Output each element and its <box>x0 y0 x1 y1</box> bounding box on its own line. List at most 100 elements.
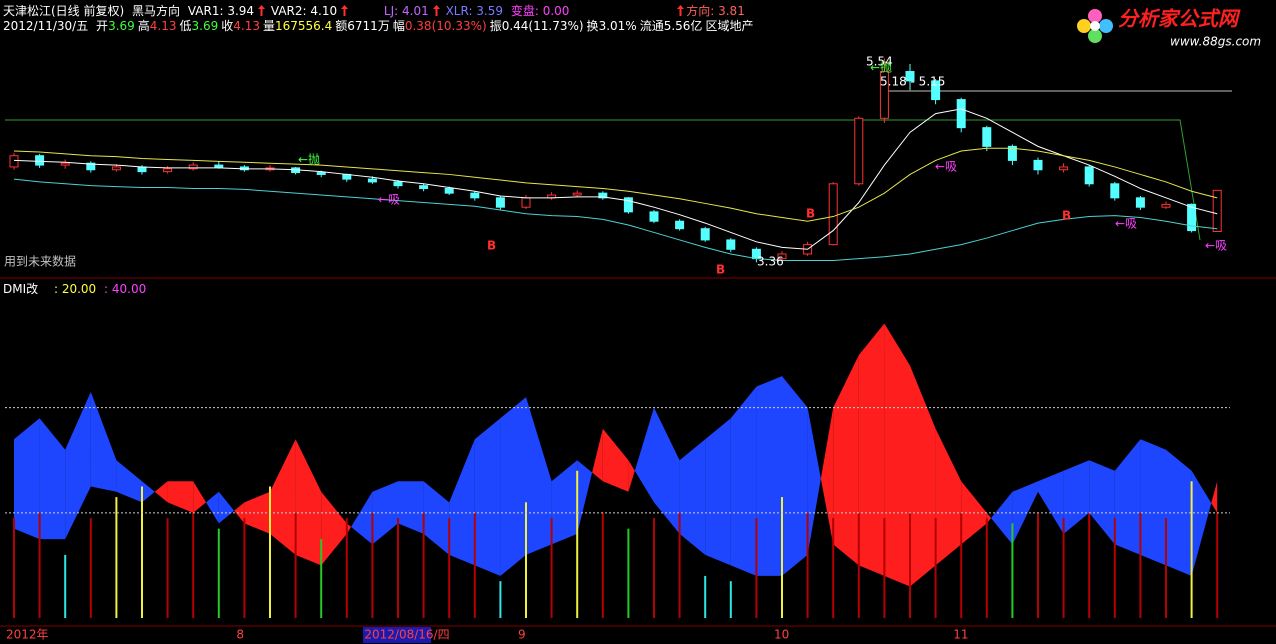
dmi-area <box>730 386 757 576</box>
quote: 额6711万 <box>335 19 390 33</box>
logo-petal <box>1077 19 1091 33</box>
sector: 区域地产 <box>705 19 754 33</box>
candle-body <box>726 239 736 250</box>
candle-body <box>879 71 889 119</box>
dmi-area <box>270 439 296 555</box>
candle-body <box>572 192 582 196</box>
candle-body <box>649 211 659 222</box>
sell-signal: ←抛 <box>870 60 892 75</box>
dmi-area <box>116 460 142 503</box>
dmi-area <box>1089 460 1115 545</box>
candle-body <box>393 181 403 187</box>
quote: 收4.13 <box>221 19 260 33</box>
quote-label: 高 <box>137 19 150 33</box>
dmi-area <box>423 481 450 555</box>
quote: 低3.69 <box>180 19 219 33</box>
note: 用到未来数据 <box>4 254 76 269</box>
stock-title: 天津松江(日线 前复权) <box>3 4 125 18</box>
arrow <box>432 5 440 16</box>
var1: VAR1: 3.94 <box>187 4 255 18</box>
dmi-area <box>935 428 962 566</box>
candle-body <box>1161 203 1171 208</box>
quote: 振0.44(11.73%) <box>490 19 584 33</box>
direction: 方向: 3.81 <box>686 4 745 18</box>
arrow <box>677 5 685 16</box>
low-label: 3.36 <box>757 255 784 269</box>
dmi-area <box>398 481 424 534</box>
absorb-signal: ←吸 <box>1205 239 1227 253</box>
quote-label: 幅 <box>392 19 405 33</box>
dmi-area <box>782 376 808 576</box>
candle-body <box>1084 166 1094 185</box>
candle-body <box>700 228 710 241</box>
candle-body <box>444 187 454 194</box>
header-line-2: 2012/11/30/五 开3.69 高4.13 低3.69 收4.13 量167556… <box>3 17 757 34</box>
dmi-area <box>833 355 859 566</box>
candle-body <box>828 183 838 246</box>
dmi-area <box>1211 481 1218 513</box>
absorb-signal: ←吸 <box>378 193 400 207</box>
y-tick-label: : 20.00 <box>53 282 97 296</box>
dmi-area <box>346 523 352 534</box>
candle-body <box>9 155 19 168</box>
candle-body <box>931 80 941 101</box>
dmi-area <box>321 491 347 566</box>
x-tick-label: 2012/08/16/四 <box>364 628 449 642</box>
quote-label: 振 <box>489 19 502 33</box>
candle-body <box>419 185 429 189</box>
quote: 高4.13 <box>138 19 177 33</box>
quote-value: 3.01% <box>598 19 637 33</box>
candle-body <box>1007 145 1017 161</box>
logo-center <box>1090 21 1100 31</box>
candle-body <box>470 192 480 199</box>
indicator-line <box>13 108 1218 250</box>
quote-label: 额 <box>335 19 348 33</box>
candle-body <box>623 197 633 213</box>
dmi-area <box>39 418 66 540</box>
dmi-area <box>1191 470 1212 576</box>
x-tick-label: 11 <box>953 628 968 642</box>
absorb-signal: ←吸 <box>1115 217 1137 231</box>
candle-body <box>854 117 864 185</box>
candle-body <box>1059 166 1069 171</box>
dmi-area <box>234 502 245 524</box>
quote-value: 4.13 <box>233 19 260 33</box>
lj: LJ: 4.01 <box>383 4 429 18</box>
dmi-area <box>592 428 603 482</box>
sell-signal: ←抛 <box>298 152 320 167</box>
quote-value: 6711万 <box>347 19 390 33</box>
dmi-area <box>991 491 1013 545</box>
quote: 开3.69 <box>96 19 135 33</box>
candle-body <box>1212 189 1222 233</box>
candle-body <box>905 71 915 82</box>
logo: 分析家公式网 www.88gs.com <box>1077 7 1261 49</box>
dmi-area <box>474 418 501 576</box>
candle-body <box>777 253 787 260</box>
dmi-area <box>910 365 936 587</box>
dmi-area <box>90 391 117 492</box>
buy-signal: B <box>1062 209 1071 223</box>
dmi-area <box>193 481 206 513</box>
arrow <box>341 5 349 16</box>
dmi-area <box>351 491 373 545</box>
logo-url: www.88gs.com <box>1170 35 1261 49</box>
dmi-area <box>206 491 219 524</box>
quote-label: 换 <box>586 19 599 33</box>
candle-body <box>367 178 377 183</box>
candle-body <box>111 166 121 171</box>
dmi-area <box>884 323 910 587</box>
dmi-area <box>756 376 782 576</box>
candle-body <box>521 197 531 208</box>
candle-body <box>675 220 685 230</box>
logo-petal <box>1099 19 1113 33</box>
dmi-area <box>705 418 731 566</box>
dmi-area <box>142 481 155 503</box>
candle-body <box>1110 183 1120 199</box>
quote-label: 低 <box>179 19 192 33</box>
quote-value: 5.56亿 <box>663 19 703 33</box>
dmi-area <box>218 491 235 524</box>
dmi-area <box>634 407 654 503</box>
dmi-area <box>295 439 322 566</box>
